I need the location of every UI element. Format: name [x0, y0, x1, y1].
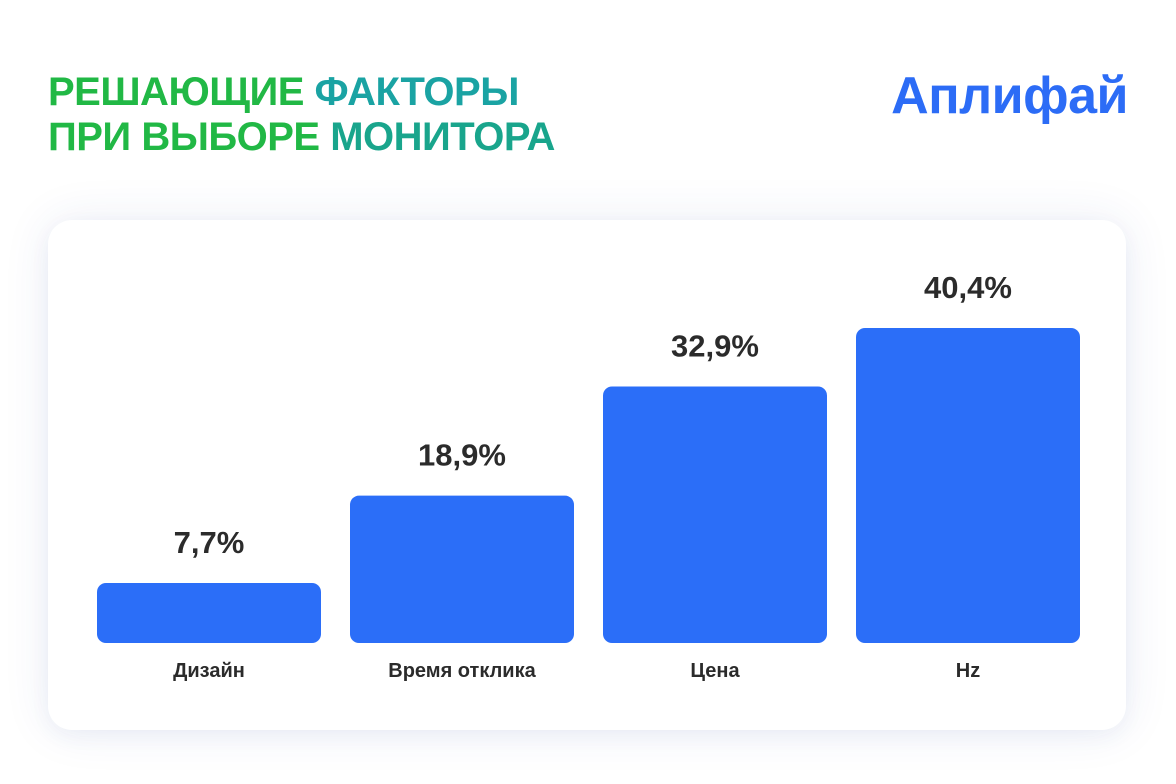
title-word-1: Решающие [48, 70, 304, 114]
category-label-1: Дизайн [173, 660, 245, 682]
title-word-5: монитора [330, 115, 555, 159]
category-label-3: Цена [690, 660, 740, 682]
page-title: Решающие факторы при выборе монитора [48, 70, 555, 160]
brand-logo: Аплифай [891, 67, 1128, 125]
value-label-4: 40,4% [924, 270, 1012, 305]
value-label-2: 18,9% [418, 438, 506, 473]
value-label-3: 32,9% [671, 328, 759, 363]
value-label-1: 7,7% [174, 525, 245, 560]
title-line-1: Решающие факторы [48, 70, 555, 115]
title-line-2: при выборе монитора [48, 115, 555, 160]
bar-chart: 7,7% Дизайн 18,9% Время отклика 32,9% Цена 40,… [97, 270, 1080, 682]
title-word-2: факторы [314, 70, 520, 114]
category-label-2: Время отклика [388, 660, 536, 682]
bar-2 [350, 495, 574, 643]
bar-3 [603, 386, 827, 643]
bar-1 [97, 582, 321, 643]
chart-card: 7,7% Дизайн 18,9% Время отклика 32,9% Цена 40,… [48, 220, 1126, 730]
title-word-3: при [48, 115, 131, 159]
bar-4 [856, 328, 1080, 643]
title-word-4: выборе [141, 115, 320, 159]
category-label-4: Hz [956, 660, 980, 682]
